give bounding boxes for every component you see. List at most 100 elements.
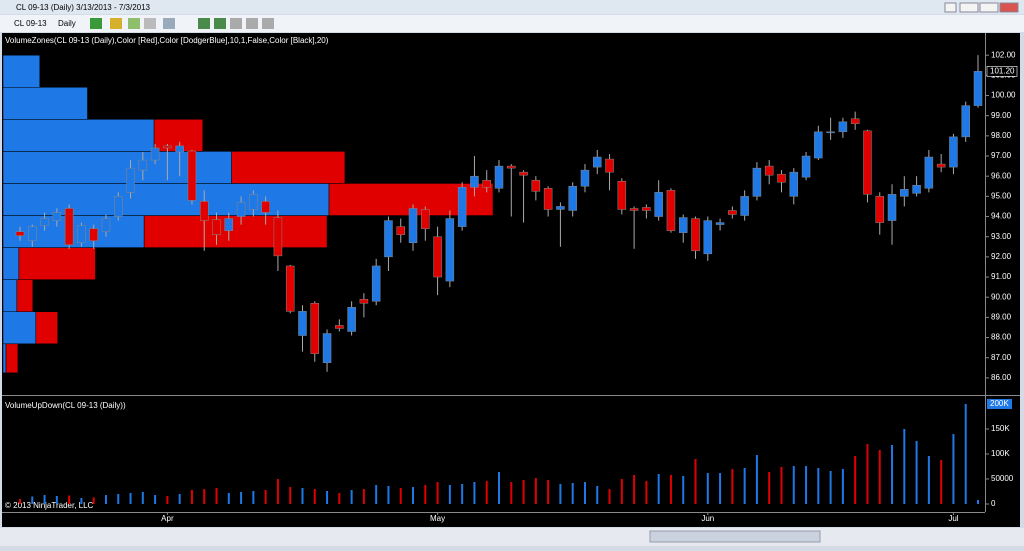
volume-bar xyxy=(301,488,304,504)
candle-body xyxy=(715,222,725,225)
y-tick-label: 50000 xyxy=(991,474,1014,483)
volume-bar xyxy=(841,469,844,504)
volume-bar xyxy=(977,500,979,504)
volume-bar xyxy=(878,450,881,504)
volume-bar xyxy=(141,492,144,504)
bar-type-button[interactable] xyxy=(90,18,102,29)
volume-bar xyxy=(399,488,402,504)
y-tick-label: 99.00 xyxy=(991,111,1012,120)
candle-body xyxy=(470,175,479,188)
volume-bar xyxy=(927,456,930,504)
volume-bar xyxy=(829,471,832,504)
candle-body xyxy=(408,208,418,244)
candle-body xyxy=(691,218,700,252)
volume-bar xyxy=(117,494,120,504)
candle-body xyxy=(150,147,160,161)
candle-body xyxy=(384,220,393,258)
zone-up xyxy=(2,279,18,312)
zoom-button[interactable] xyxy=(163,18,175,29)
title-bar xyxy=(0,0,1024,14)
y-tick-label: 100.00 xyxy=(991,91,1016,100)
indicator-label: VolumeZones(CL 09-13 (Daily),Color [Red]… xyxy=(5,36,329,45)
candle-body xyxy=(298,311,307,336)
candle-body xyxy=(249,194,258,210)
volume-bar xyxy=(338,493,341,504)
volume-bar xyxy=(178,494,181,504)
y-tick-label: 93.00 xyxy=(991,232,1012,241)
volume-bar xyxy=(583,482,586,504)
candle-body xyxy=(531,179,541,192)
strategy-button[interactable] xyxy=(144,18,156,29)
properties-button[interactable] xyxy=(198,18,210,29)
candle-body xyxy=(273,217,283,257)
scroll-thumb[interactable] xyxy=(649,530,821,543)
candle-body xyxy=(949,136,958,168)
volume-bar xyxy=(891,445,894,504)
copyright: © 2013 NinjaTrader, LLC xyxy=(5,501,94,510)
zone-down xyxy=(18,247,96,280)
volume-bar xyxy=(498,472,500,504)
y-tick-label: 86.00 xyxy=(991,373,1012,382)
candle-body xyxy=(347,307,356,332)
y-tick-label: 90.00 xyxy=(991,292,1012,301)
volume-bar xyxy=(755,455,758,504)
volume-bar xyxy=(608,489,611,504)
candle-body xyxy=(212,219,221,235)
zone-down xyxy=(5,343,19,374)
volume-bar xyxy=(68,495,71,504)
close-button[interactable] xyxy=(999,2,1019,13)
candle-body xyxy=(740,196,749,216)
volume-bar xyxy=(129,493,132,504)
candle-body xyxy=(52,212,62,221)
indicator-button[interactable] xyxy=(128,18,140,29)
candle-body xyxy=(863,130,872,195)
data-box-button[interactable] xyxy=(230,18,242,29)
volume-bar xyxy=(743,468,746,504)
period-selector[interactable]: Daily xyxy=(58,19,76,28)
candle-body xyxy=(580,169,590,187)
volume-bar xyxy=(387,486,390,504)
help-button[interactable] xyxy=(944,2,957,13)
zone-down xyxy=(35,311,58,345)
y-tick-label: 150K xyxy=(991,424,1010,433)
maximize-button[interactable] xyxy=(979,2,999,13)
zone-down xyxy=(16,279,34,312)
scrollbar[interactable] xyxy=(0,528,1024,546)
draw-tool-button[interactable] xyxy=(110,18,122,29)
candle-body xyxy=(556,206,565,210)
minimize-button[interactable] xyxy=(959,2,979,13)
volume-bar xyxy=(252,491,255,504)
candle-body xyxy=(322,333,332,364)
candle-body xyxy=(924,156,934,189)
y-tick-label: 94.00 xyxy=(991,212,1012,221)
template-button[interactable] xyxy=(214,18,226,29)
volume-bar xyxy=(43,495,46,504)
zone-down xyxy=(143,215,328,248)
volume-bar xyxy=(964,404,967,504)
chart-trader-button[interactable] xyxy=(246,18,258,29)
volume-bar xyxy=(854,456,857,504)
zone-up xyxy=(2,247,20,280)
volume-bar xyxy=(522,480,525,504)
crosshair-button[interactable] xyxy=(262,18,274,29)
volume-bar xyxy=(362,489,365,504)
volume-bar xyxy=(792,466,795,504)
y-tick-label: 87.00 xyxy=(991,353,1012,362)
candle-body xyxy=(912,185,921,194)
volume-bar xyxy=(940,460,943,504)
volume-bar xyxy=(866,444,869,504)
volume-bar xyxy=(350,490,353,504)
x-tick-label: Jun xyxy=(701,514,714,523)
y-tick-label: 92.00 xyxy=(991,252,1012,261)
candle-body xyxy=(654,192,663,217)
volume-bar xyxy=(682,476,685,504)
candle-body xyxy=(850,118,860,125)
candle-body xyxy=(114,196,123,217)
volume-bar xyxy=(473,482,476,504)
candle-body xyxy=(789,171,799,197)
candle-body xyxy=(482,179,491,188)
instrument-selector[interactable]: CL 09-13 xyxy=(14,19,47,28)
volume-bar xyxy=(19,499,21,504)
candle-body xyxy=(568,186,577,211)
